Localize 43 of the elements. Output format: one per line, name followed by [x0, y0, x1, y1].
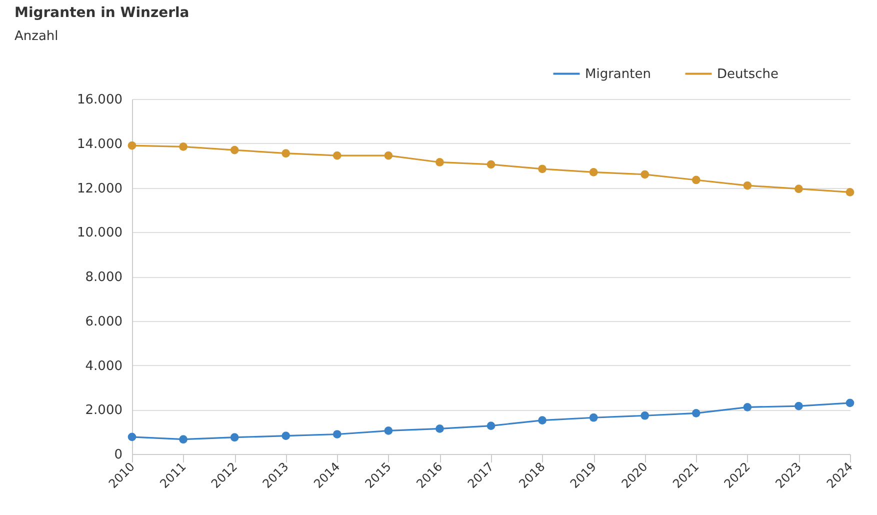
- point: [332, 151, 342, 160]
- y-tick-label: 10.000: [77, 226, 122, 241]
- point: [692, 176, 700, 184]
- point: [692, 409, 700, 418]
- point: [230, 146, 239, 154]
- point: [384, 151, 393, 160]
- y-tick-label: 0: [114, 448, 122, 462]
- y-tick-label: 12.000: [77, 181, 122, 196]
- point: [794, 184, 803, 194]
- point: [846, 188, 854, 196]
- y-tick-label: 16.000: [77, 92, 122, 108]
- point: [332, 430, 342, 438]
- point: [282, 149, 290, 158]
- point: [589, 413, 598, 422]
- point: [128, 432, 136, 442]
- point: [384, 426, 393, 435]
- point: [436, 158, 444, 166]
- y-tick-label: 4.000: [85, 358, 122, 374]
- point: [743, 403, 752, 412]
- legend-label: Deutsche: [717, 66, 779, 82]
- y-tick-label: 6.000: [85, 314, 122, 330]
- legend-label: Migranten: [585, 66, 651, 82]
- point: [179, 435, 188, 444]
- point: [589, 168, 598, 176]
- point: [230, 433, 239, 442]
- point: [128, 141, 136, 150]
- point: [794, 402, 803, 410]
- point: [436, 424, 444, 433]
- point: [486, 160, 496, 169]
- point: [538, 416, 546, 424]
- y-tick-label: 8.000: [85, 270, 122, 285]
- y-tick-label: 2.000: [85, 403, 122, 418]
- y-tick-label: 14.000: [77, 136, 122, 152]
- point: [743, 181, 752, 190]
- point: [640, 411, 650, 420]
- point: [846, 398, 854, 408]
- point: [282, 432, 290, 440]
- chart-title: Migranten in Winzerla: [14, 5, 190, 21]
- point: [640, 170, 650, 179]
- point: [538, 164, 546, 174]
- y-axis-title: Anzahl: [14, 29, 58, 44]
- point: [486, 422, 496, 430]
- point: [179, 142, 188, 151]
